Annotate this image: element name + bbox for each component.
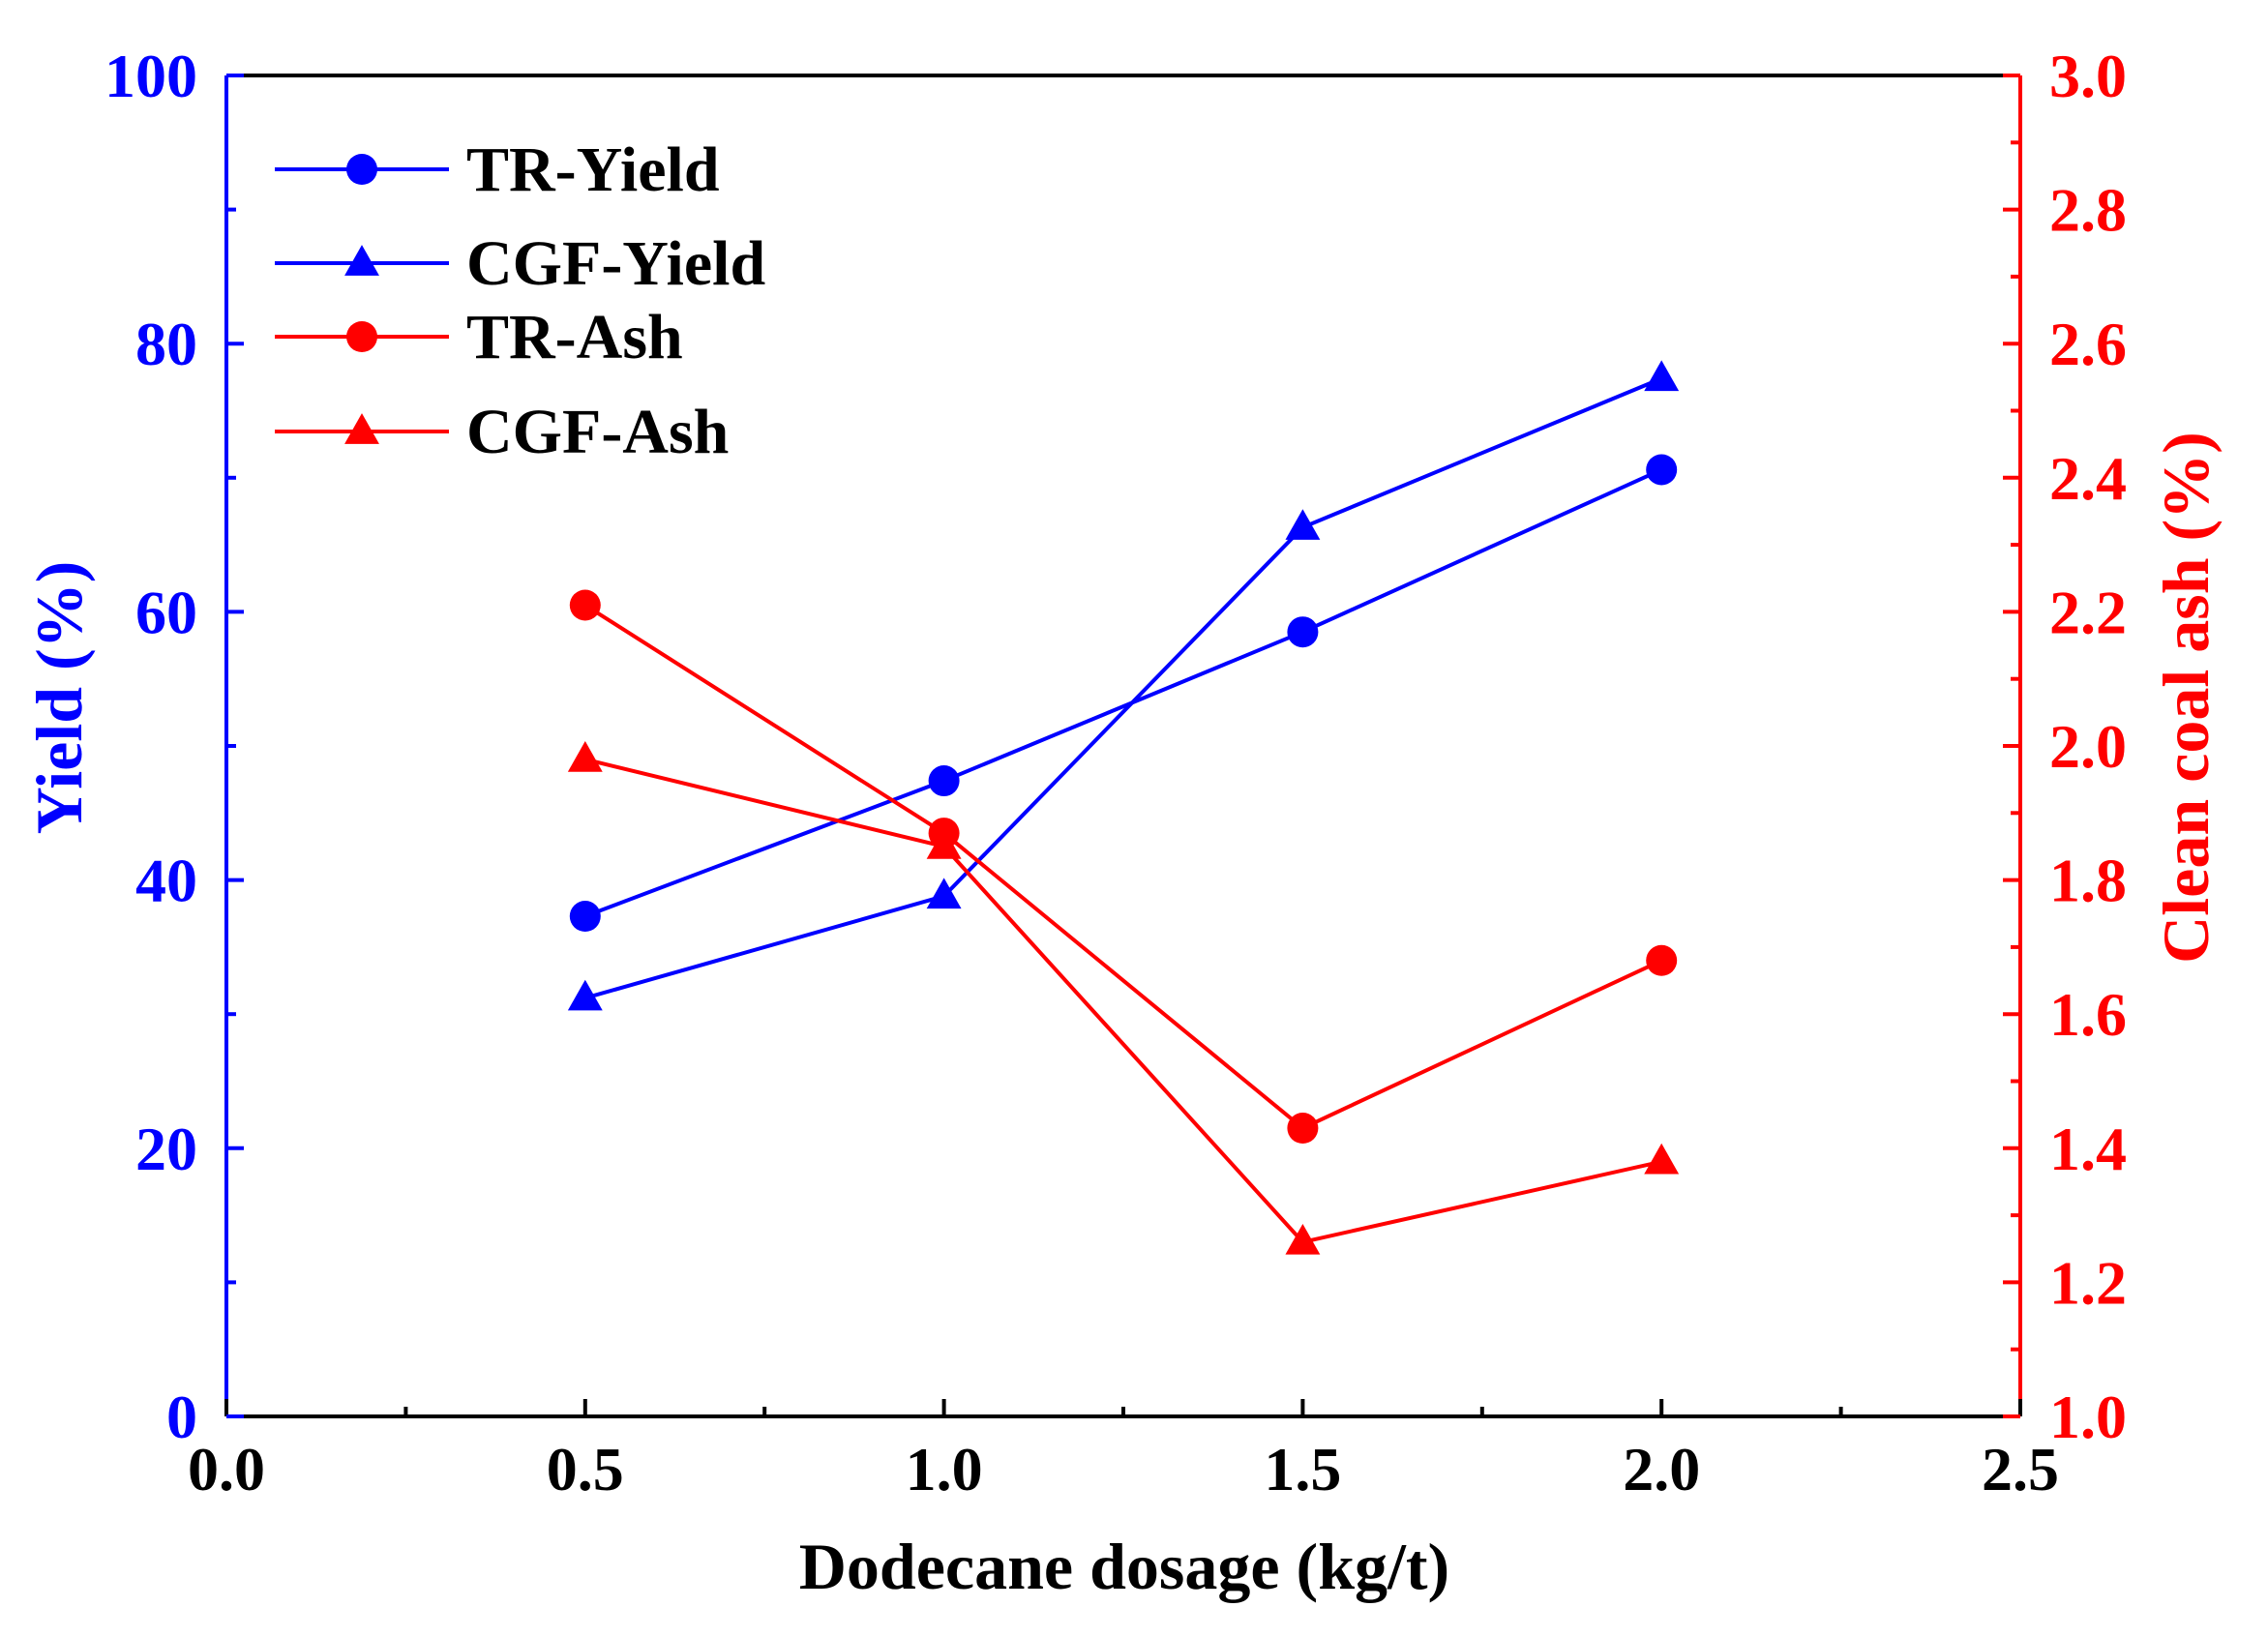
data-point-tr-ash: [1646, 944, 1678, 976]
y-right-tick-label: 1.6: [2049, 980, 2127, 1049]
x-tick-label: 1.5: [1264, 1435, 1341, 1503]
data-point-tr-yield: [569, 901, 601, 933]
series-line-cgf-ash: [584, 757, 1662, 1244]
data-point-tr-ash: [1287, 1113, 1319, 1145]
data-point-cgf-ash: [926, 828, 962, 859]
legend-label-cgf-ash: CGF-Ash: [466, 397, 729, 467]
axes-layer: 0.0 0.5 1.0 1.5 2.0 2.5 0 20 40 60 80 100 1.0 1.2 1.4 1…: [104, 42, 2127, 1503]
legend-marker-cgf-yield: [344, 245, 379, 276]
data-point-cgf-yield: [567, 979, 603, 1011]
y-right-tick-label: 2.4: [2049, 444, 2127, 513]
data-point-cgf-yield: [1644, 360, 1680, 392]
y-right-tick-label: 1.8: [2049, 847, 2127, 915]
data-point-tr-ash: [569, 589, 601, 621]
legend-marker-tr-yield: [346, 154, 377, 185]
y-right-tick-label: 2.6: [2049, 310, 2127, 378]
y-right-tick-label: 2.0: [2049, 712, 2127, 781]
x-tick-label: 0.5: [547, 1435, 624, 1503]
x-tick-label: 0.0: [188, 1435, 265, 1503]
data-point-cgf-yield: [926, 878, 962, 909]
legend-marker-cgf-ash: [344, 413, 379, 444]
y-right-tick-label: 1.2: [2049, 1248, 2127, 1317]
data-point-cgf-ash: [1285, 1223, 1321, 1255]
x-axis-label: Dodecane dosage (kg/t): [799, 1530, 1449, 1603]
data-point-cgf-yield: [1285, 509, 1321, 540]
legend-marker-tr-ash: [346, 321, 377, 352]
y-left-tick-label: 100: [104, 42, 197, 110]
y-right-tick-label: 2.8: [2049, 176, 2127, 245]
y-left-tick-label: 0: [166, 1383, 197, 1451]
x-tick-label: 2.0: [1623, 1435, 1700, 1503]
y-left-tick-label: 60: [135, 578, 197, 646]
legend-label-tr-yield: TR-Yield: [466, 134, 720, 205]
y-right-tick-label: 1.4: [2049, 1115, 2127, 1183]
data-point-tr-yield: [1646, 454, 1678, 486]
series-line-cgf-yield: [584, 376, 1662, 1000]
series-line-tr-yield: [584, 467, 1663, 918]
y-right-tick-label: 2.2: [2049, 578, 2127, 646]
y-right-tick-label: 1.0: [2049, 1383, 2127, 1451]
data-point-tr-yield: [928, 765, 960, 797]
data-point-cgf-ash: [1644, 1143, 1680, 1175]
y-left-tick-label: 40: [135, 847, 197, 915]
series-line-tr-ash: [583, 603, 1663, 1131]
series-layer: [567, 360, 1680, 1255]
legend-label-tr-ash: TR-Ash: [466, 302, 683, 372]
y-left-tick-label: 80: [135, 310, 197, 378]
y-right-tick-label: 3.0: [2049, 42, 2127, 110]
y-right-axis-label: Clean coal ash (%): [2149, 432, 2223, 964]
x-tick-label: 1.0: [906, 1435, 983, 1503]
data-point-tr-yield: [1287, 616, 1319, 648]
y-left-tick-label: 20: [135, 1115, 197, 1183]
x-tick-label: 2.5: [1982, 1435, 2059, 1503]
y-left-axis-label: Yield (%): [22, 561, 96, 835]
data-point-cgf-ash: [567, 740, 603, 772]
legend-label-cgf-yield: CGF-Yield: [466, 228, 765, 299]
